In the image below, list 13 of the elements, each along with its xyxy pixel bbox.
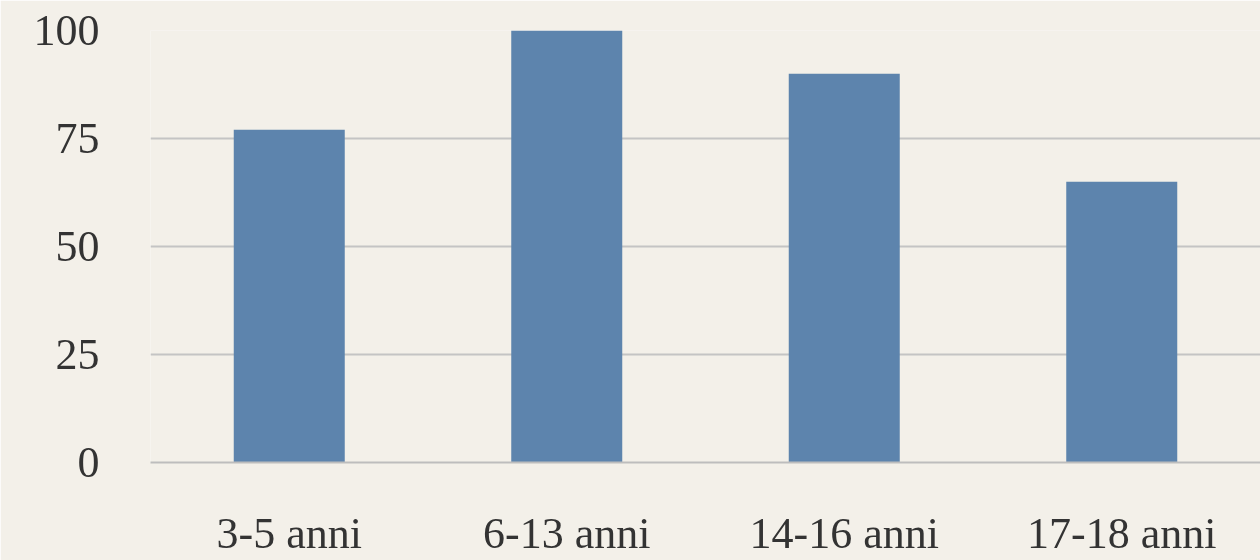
x-tick-label: 14-16 anni — [749, 508, 939, 558]
x-tick-label: 6-13 anni — [483, 508, 651, 558]
y-tick-label: 25 — [55, 330, 100, 379]
y-tick-label: 100 — [33, 6, 100, 55]
bar — [233, 129, 345, 463]
bar — [788, 73, 900, 463]
x-tick-label: 3-5 anni — [216, 508, 362, 558]
bar — [511, 30, 623, 463]
bar — [1066, 181, 1178, 463]
x-tick-label: 17-18 anni — [1027, 508, 1217, 558]
y-tick-label: 75 — [55, 114, 100, 163]
y-tick-label: 50 — [55, 222, 100, 271]
y-tick-label: 0 — [77, 438, 100, 487]
